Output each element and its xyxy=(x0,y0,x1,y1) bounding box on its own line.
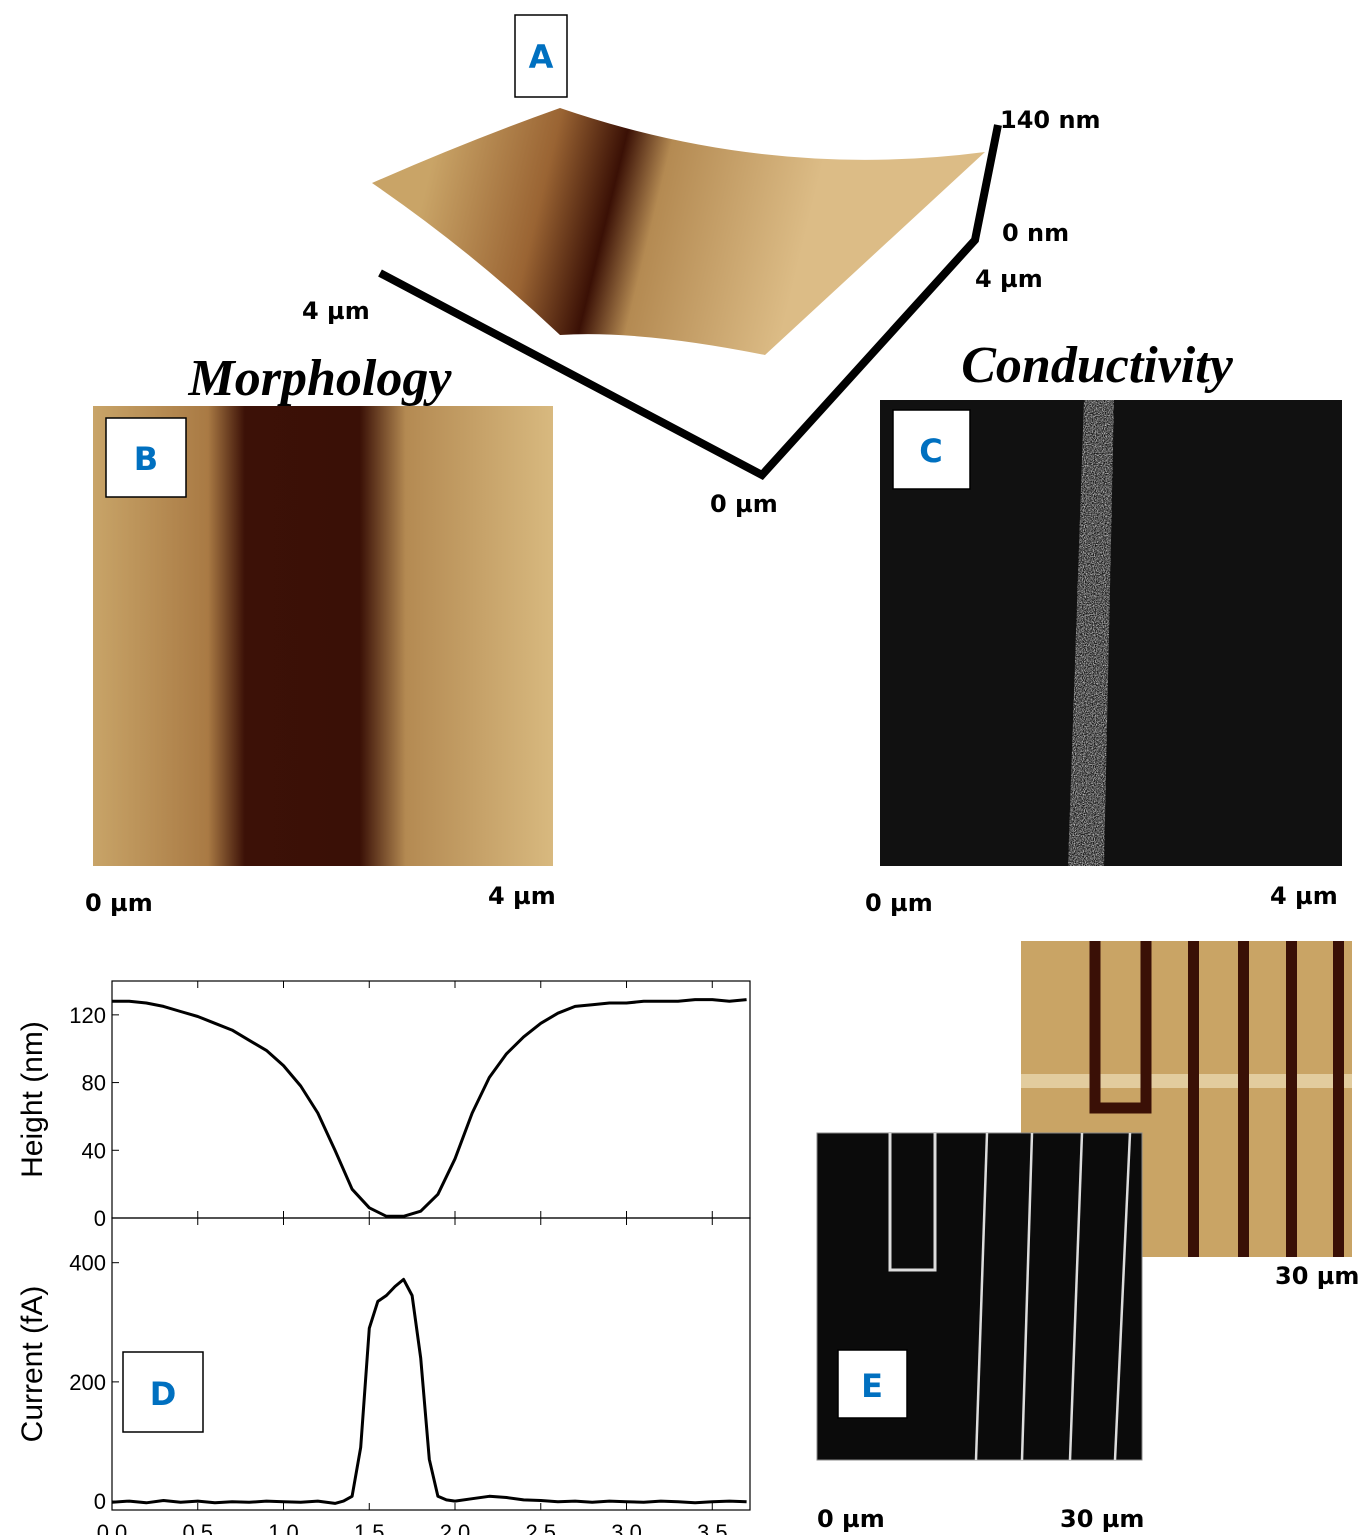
panel-e: 30 µm E 0 µm 30 µm xyxy=(817,941,1359,1533)
x-end-label: 30 µm xyxy=(1275,1262,1359,1290)
x-start-label: 0 µm xyxy=(817,1505,885,1533)
y-tick-label: 400 xyxy=(69,1251,106,1276)
x-start-label: 0 µm xyxy=(710,490,778,518)
panel-b: B 0 µm 4 µm xyxy=(85,406,556,917)
y-tick-label: 0 xyxy=(94,1489,106,1514)
x-tick-label: 2,5 xyxy=(525,1520,556,1535)
y-tick-label: 80 xyxy=(82,1071,106,1096)
x-end-label: 30 µm xyxy=(1060,1505,1144,1533)
y-tick-label: 120 xyxy=(69,1003,106,1028)
y-tick-label: 200 xyxy=(69,1370,106,1395)
data-line xyxy=(112,1279,747,1503)
x-tick-label: 1,0 xyxy=(268,1520,299,1535)
plot-frame xyxy=(112,981,750,1218)
panel-label: A xyxy=(529,38,554,76)
y-axis-label: Current (fA) xyxy=(16,1286,49,1443)
data-line xyxy=(112,1000,747,1217)
scan-line xyxy=(1021,1074,1352,1088)
x-end-label: 4 µm xyxy=(488,882,556,910)
y-end-label: 4 µm xyxy=(975,265,1043,293)
panel-label: B xyxy=(134,440,158,478)
x-end-label: 4 µm xyxy=(302,297,370,325)
title: Morphology xyxy=(188,350,453,407)
x-start-label: 0 µm xyxy=(85,889,153,917)
title: Conductivity xyxy=(961,337,1233,394)
z-min-label: 0 nm xyxy=(1002,219,1069,247)
y-tick-label: 40 xyxy=(82,1138,106,1163)
z-max-label: 140 nm xyxy=(1000,106,1101,134)
x-start-label: 0 µm xyxy=(865,889,933,917)
x-tick-label: 1,5 xyxy=(354,1520,385,1535)
figure: A 140 nm 0 nm 4 µm 4 µm 0 µm Morphology … xyxy=(0,0,1360,1535)
x-end-label: 4 µm xyxy=(1270,882,1338,910)
x-tick-label: 0,0 xyxy=(97,1520,128,1535)
panel-label: D xyxy=(150,1375,177,1413)
panel-label: C xyxy=(919,432,942,470)
y-axis-label: Height (nm) xyxy=(16,1021,49,1178)
x-tick-label: 3,5 xyxy=(697,1520,728,1535)
x-tick-label: 2,0 xyxy=(440,1520,471,1535)
panel-label: E xyxy=(861,1367,883,1405)
y-tick-label: 0 xyxy=(94,1206,106,1231)
x-tick-label: 0,5 xyxy=(182,1520,213,1535)
panel-c: C 0 µm 4 µm xyxy=(865,400,1342,917)
x-tick-label: 3,0 xyxy=(611,1520,642,1535)
